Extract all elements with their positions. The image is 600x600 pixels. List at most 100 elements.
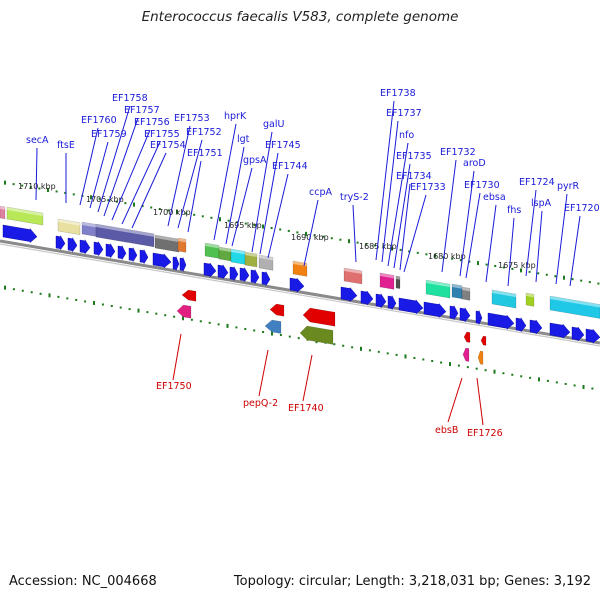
forward-arrow [152, 252, 172, 269]
gene-label-ef1738: EF1738 [380, 88, 416, 99]
forward-tick [133, 202, 135, 207]
forward-arrow [549, 322, 571, 339]
reverse-tick [564, 382, 567, 385]
gene-label-ef1735: EF1735 [396, 151, 432, 162]
reverse-tick [493, 369, 496, 374]
forward-tick [563, 275, 565, 280]
forward-tick [167, 209, 170, 212]
leader-line [459, 170, 475, 277]
forward-tick [193, 213, 196, 216]
reverse-tick [66, 297, 69, 300]
reverse-tick [502, 372, 505, 375]
reverse-arrow [302, 307, 336, 327]
forward-tick [124, 202, 127, 205]
reverse-leader-line [258, 349, 269, 397]
forward-tick [184, 212, 187, 215]
forward-arrow [67, 237, 78, 253]
forward-tick [348, 239, 350, 244]
forward-tick [485, 263, 488, 266]
reverse-arrow [462, 347, 470, 362]
reverse-tick [377, 350, 380, 353]
forward-feature-box [525, 292, 535, 307]
kbp-label: 1695 kbp [224, 221, 262, 230]
forward-arrow [250, 269, 260, 285]
gene-label-lgt: lgt [237, 134, 250, 145]
box-highlight [426, 280, 450, 288]
reverse-tick [351, 346, 354, 349]
reverse-tick [199, 320, 202, 323]
reverse-tick [244, 327, 247, 330]
forward-arrow [229, 266, 239, 282]
forward-tick [287, 229, 290, 232]
forward-tick [313, 234, 316, 237]
reverse-tick [128, 308, 131, 311]
forward-tick [330, 237, 333, 240]
leader-line [251, 131, 273, 253]
forward-arrow [459, 307, 471, 323]
forward-feature-box [292, 260, 308, 277]
reverse-arrow [463, 331, 471, 343]
gene-label-ef1732: EF1732 [440, 147, 476, 158]
forward-tick [47, 187, 49, 192]
leader-line [375, 100, 395, 261]
forward-tick [12, 183, 15, 186]
forward-tick [399, 248, 402, 251]
gene-label-ef1726: EF1726 [467, 428, 503, 439]
forward-feature-box [154, 234, 180, 253]
reverse-tick [93, 300, 95, 305]
leader-line [403, 194, 427, 273]
box-highlight [452, 284, 462, 289]
reverse-tick [538, 377, 540, 382]
reverse-tick [520, 375, 523, 378]
forward-tick [98, 197, 101, 200]
leader-line [79, 127, 99, 206]
gene-label-ef1755: EF1755 [144, 129, 180, 140]
forward-feature-box [57, 218, 81, 236]
forward-feature-box [425, 279, 451, 299]
forward-feature-boxes [0, 205, 600, 319]
reverse-tick [431, 360, 434, 363]
forward-feature-box [343, 267, 363, 285]
forward-tick [210, 216, 213, 219]
forward-tick [580, 279, 583, 282]
forward-tick [4, 180, 6, 185]
leader-line [535, 210, 543, 283]
reverse-tick [4, 285, 6, 290]
reverse-tick [30, 291, 33, 294]
forward-tick [502, 266, 505, 269]
gene-label-ftse: ftsE [57, 140, 75, 151]
forward-tick [158, 207, 161, 210]
kbp-label: 1710 kbp [18, 182, 56, 191]
forward-arrow [261, 271, 271, 287]
forward-arrow [217, 264, 229, 280]
reverse-tick [297, 337, 300, 340]
reverse-tick [368, 349, 371, 352]
box-highlight [245, 252, 257, 258]
box-highlight [155, 235, 179, 243]
reverse-arrow [269, 303, 285, 317]
leader-line [267, 173, 289, 259]
box-highlight [219, 247, 231, 253]
reverse-tick [360, 346, 362, 351]
forward-tick [477, 261, 479, 266]
gene-label-ef1720: EF1720 [564, 203, 600, 214]
reverse-leader-line [476, 377, 484, 426]
forward-tick [176, 209, 178, 214]
reverse-tick [484, 369, 487, 372]
box-highlight [396, 276, 400, 280]
reverse-tick [386, 352, 389, 355]
box-highlight [82, 222, 96, 228]
forward-tick [571, 278, 574, 281]
kbp-label: 1675 kbp [498, 261, 536, 270]
forward-tick [434, 253, 436, 258]
leader-line [555, 193, 568, 285]
forward-tick [253, 224, 256, 227]
forward-tick [219, 217, 221, 222]
forward-tick [296, 231, 299, 234]
reverse-tick [119, 306, 122, 309]
leader-line [213, 123, 237, 241]
forward-arrow [93, 241, 104, 257]
forward-tick [201, 215, 204, 218]
leader-line [111, 129, 151, 221]
box-highlight [231, 249, 245, 255]
